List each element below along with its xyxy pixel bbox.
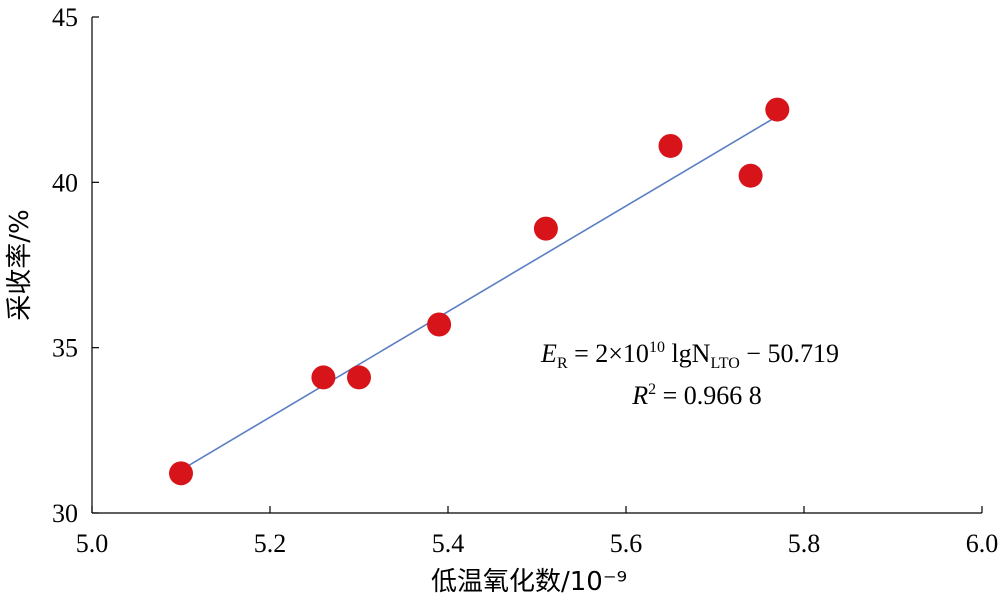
x-tick-label: 5.2	[254, 529, 287, 558]
y-axis-title: 采收率/%	[5, 209, 35, 320]
data-point	[658, 133, 683, 158]
data-points	[169, 97, 790, 486]
y-tick-label: 40	[52, 168, 78, 197]
trendline	[180, 115, 778, 471]
x-axis-title: 低温氧化数/10⁻⁹	[431, 567, 627, 597]
data-point	[427, 312, 452, 337]
x-tick-label: 5.6	[610, 529, 643, 558]
regression-equation: ER = 2×1010 lgNLTO − 50.719 R2 = 0.966 8	[540, 339, 839, 410]
data-point	[311, 365, 336, 390]
y-ticks: 30 35 40 45	[52, 3, 99, 528]
data-point	[169, 461, 193, 486]
data-point	[765, 97, 790, 122]
y-tick-label: 45	[52, 3, 78, 32]
equation-line-2: R2 = 0.966 8	[631, 381, 762, 410]
y-tick-label: 35	[52, 334, 78, 363]
x-tick-label: 5.4	[432, 529, 465, 558]
x-tick-label: 6.0	[966, 529, 999, 558]
data-point	[738, 163, 763, 188]
x-ticks: 5.0 5.2 5.4 5.6 5.8 6.0	[76, 506, 999, 558]
data-point	[533, 216, 558, 241]
data-point	[347, 365, 371, 390]
y-tick-label: 30	[52, 499, 78, 528]
x-tick-label: 5.0	[76, 529, 109, 558]
axes	[91, 17, 982, 514]
trendline-group	[180, 115, 778, 471]
equation-line-1: ER = 2×1010 lgNLTO − 50.719	[540, 339, 839, 372]
x-tick-label: 5.8	[788, 529, 821, 558]
